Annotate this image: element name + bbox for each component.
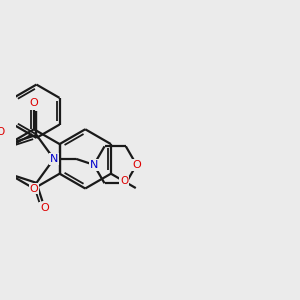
Text: O: O: [132, 160, 141, 170]
Text: O: O: [40, 203, 49, 213]
Text: N: N: [50, 154, 58, 164]
Text: N: N: [90, 160, 98, 170]
Text: O: O: [30, 184, 38, 194]
Text: O: O: [0, 127, 5, 137]
Text: O: O: [120, 176, 128, 186]
Text: O: O: [30, 98, 38, 108]
